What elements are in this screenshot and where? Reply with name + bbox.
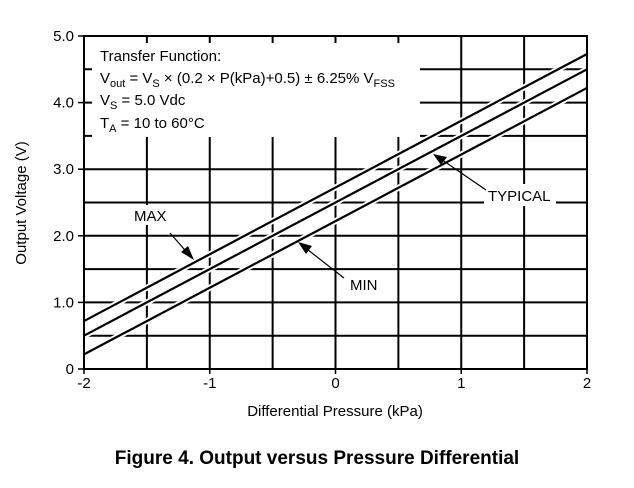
y-tick-label: 0: [66, 361, 74, 378]
y-tick-label: 1.0: [53, 294, 74, 311]
temperature-range: TA = 10 to 60°C: [100, 115, 205, 135]
eq-sub-s: S: [152, 78, 159, 90]
series-line-typical: [83, 68, 588, 337]
typical-arrow-head: [433, 154, 447, 165]
x-tick-label: 2: [583, 375, 591, 392]
x-axis-title: Differential Pressure (kPa): [247, 403, 423, 420]
eq-rest: × (0.2 × P(kPa)+0.5) ± 6.25% V: [160, 70, 374, 87]
annotation-box: [92, 43, 420, 137]
eq-v: V: [100, 70, 110, 87]
typical-label: TYPICAL: [488, 188, 551, 205]
eq-sub-fss: FSS: [374, 78, 395, 90]
transfer-equation: Vout = VS × (0.2 × P(kPa)+0.5) ± 6.25% V…: [100, 70, 395, 90]
plot-frame: [83, 35, 588, 370]
series-lines: [82, 51, 589, 357]
typical-arrow-line: [437, 156, 487, 191]
y-tick-label: 4.0: [53, 95, 74, 112]
y-axis-title: Output Voltage (V): [13, 141, 30, 264]
eq-equals: = V: [125, 70, 152, 87]
x-tick-label: 0: [331, 375, 339, 392]
x-axis-ticks: -2 -1 0 1 2: [77, 369, 591, 392]
series-line-max: [83, 53, 588, 323]
x-tick-label: -2: [77, 375, 90, 392]
eq-sub-out: out: [110, 78, 125, 90]
x-tick-label: -1: [203, 375, 216, 392]
series-line-min: [83, 86, 588, 356]
min-label-bg: [343, 274, 383, 294]
supply-voltage: VS = 5.0 Vdc: [100, 92, 186, 112]
min-arrow-line: [302, 245, 345, 279]
y-tick-label: 2.0: [53, 228, 74, 245]
max-label: MAX: [134, 208, 167, 225]
y-tick-label: 5.0: [53, 28, 74, 45]
min-arrow-head: [298, 242, 312, 254]
y-axis-ticks: 0 1.0 2.0 3.0 4.0 5.0: [53, 28, 84, 378]
figure-caption: Figure 4. Output versus Pressure Differe…: [114, 448, 520, 469]
x-tick-label: 1: [457, 375, 465, 392]
max-arrow-head: [181, 246, 194, 260]
min-label: MIN: [350, 277, 378, 294]
max-label-bg: [130, 205, 172, 225]
transfer-title: Transfer Function:: [100, 48, 221, 65]
typical-label-bg: [484, 184, 556, 206]
y-tick-label: 3.0: [53, 161, 74, 178]
